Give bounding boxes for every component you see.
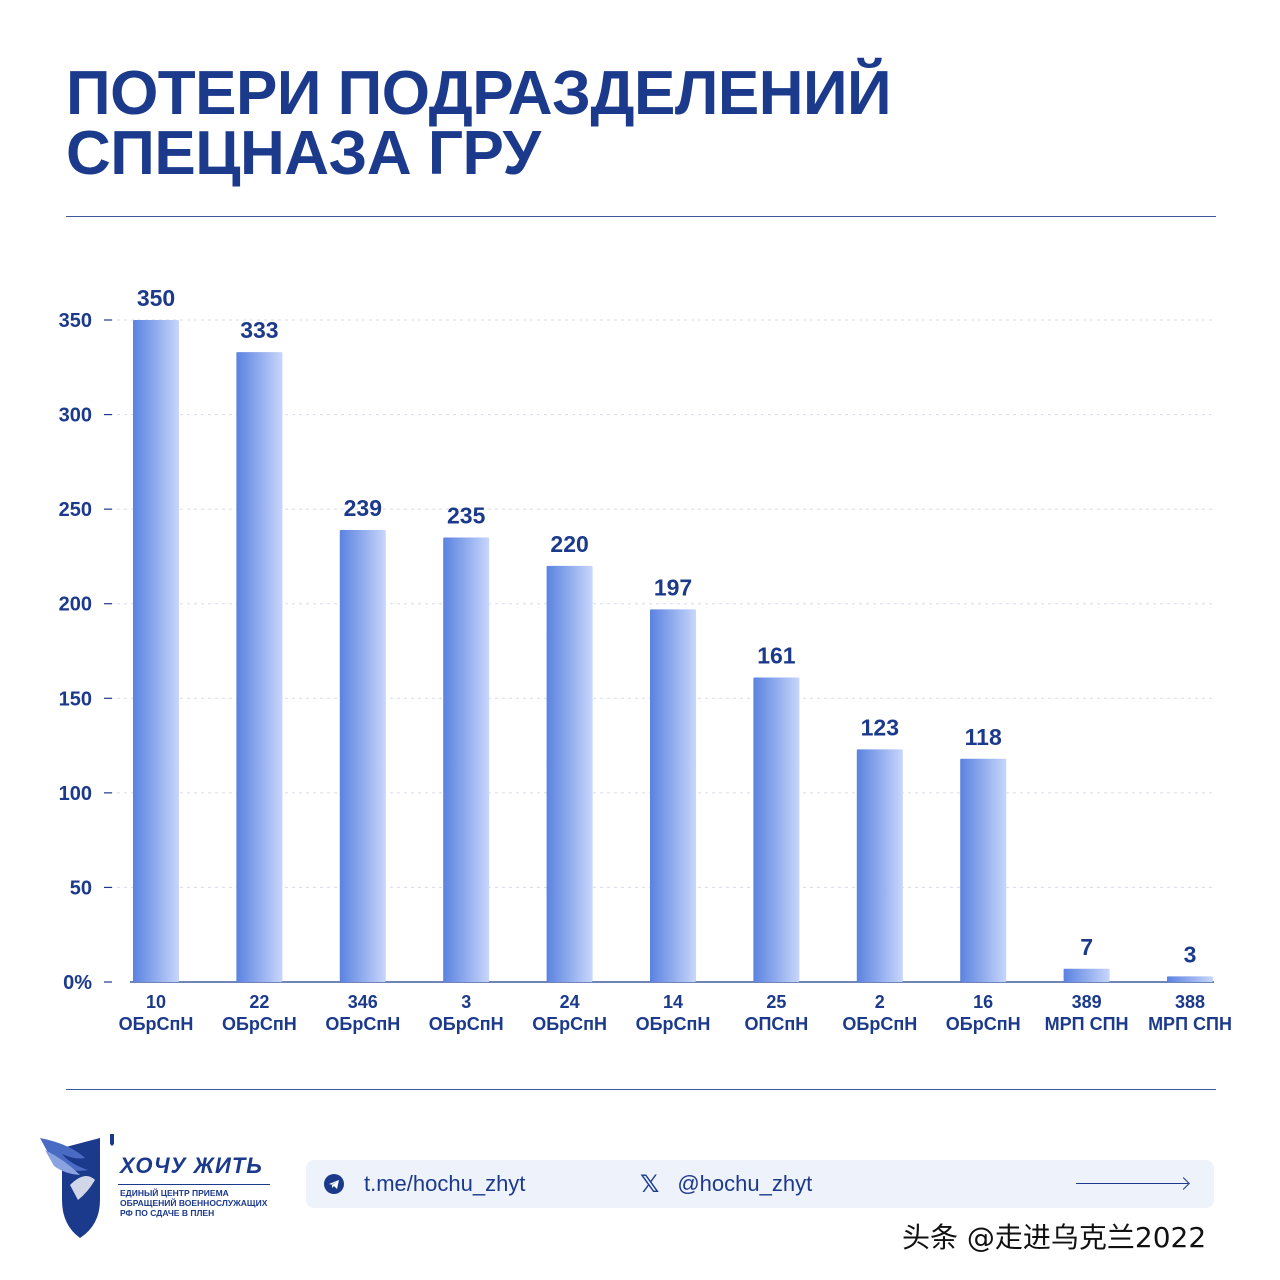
x-category-label: ОБрСпН <box>532 1014 607 1034</box>
bar-value-label: 235 <box>447 503 486 529</box>
bar-value-label: 239 <box>344 495 382 521</box>
x-category-label: ОПСпН <box>744 1014 808 1034</box>
x-category-label: 3 <box>461 992 471 1012</box>
bar <box>546 565 593 982</box>
bar <box>133 320 179 982</box>
y-tick-label: 300 <box>59 405 92 427</box>
bar <box>650 609 696 982</box>
bar-value-label: 350 <box>137 285 175 311</box>
x-category-label: 16 <box>973 992 993 1012</box>
x-category-label: МРП СПН <box>1148 1014 1232 1034</box>
x-category-label: 24 <box>560 992 580 1012</box>
y-tick-label: 50 <box>70 877 92 899</box>
title-line-1: ПОТЕРИ ПОДРАЗДЕЛЕНИЙ <box>66 59 892 128</box>
y-tick-label: 100 <box>59 783 92 805</box>
bar <box>856 749 903 982</box>
x-icon: 𝕏 <box>640 1170 660 1198</box>
bar <box>753 677 800 982</box>
x-category-label: ОБрСпН <box>222 1014 297 1034</box>
x-category-label: 2 <box>875 992 885 1012</box>
brand-subtitle-line: ОБРАЩЕНИЙ ВОЕННОСЛУЖАЩИХ <box>120 1198 268 1208</box>
bar-value-label: 161 <box>757 642 796 668</box>
brand-subtitle-line: РФ ПО СДАЧЕ В ПЛЕН <box>120 1208 215 1218</box>
y-tick-label: 350 <box>59 310 92 332</box>
x-category-label: 388 <box>1175 992 1205 1012</box>
x-category-label: 14 <box>663 992 683 1012</box>
bar <box>443 537 490 982</box>
telegram-handle: t.me/hochu_zhyt <box>364 1171 526 1196</box>
x-category-label: ОБрСпН <box>429 1014 504 1034</box>
title-line-2: СПЕЦНАЗА ГРУ <box>66 119 541 188</box>
x-category-label: ОБрСпН <box>636 1014 711 1034</box>
bar <box>1167 976 1213 982</box>
bar-value-label: 197 <box>654 574 692 600</box>
x-handle: @hochu_zhyt <box>677 1171 813 1196</box>
bar <box>339 529 386 982</box>
x-link[interactable]: 𝕏 @hochu_zhyt <box>640 1160 812 1208</box>
telegram-link[interactable]: t.me/hochu_zhyt <box>324 1160 525 1208</box>
y-tick-label: 250 <box>59 499 92 521</box>
brand-name: ХОЧУ ЖИТЬ <box>120 1153 263 1178</box>
bar <box>1063 968 1110 982</box>
brand-subtitle: ЕДИНЫЙ ЦЕНТР ПРИЕМА ОБРАЩЕНИЙ ВОЕННОСЛУЖ… <box>120 1188 290 1218</box>
bar-value-label: 3 <box>1184 941 1197 967</box>
x-category-label: ОБрСпН <box>842 1014 917 1034</box>
bar-value-label: 333 <box>240 317 278 343</box>
x-category-label: 346 <box>348 992 378 1012</box>
y-tick-label: 0% <box>63 972 92 994</box>
bar-value-label: 118 <box>965 724 1002 750</box>
watermark: 头条 @走进乌克兰2022 <box>902 1221 1207 1254</box>
page-title: ПОТЕРИ ПОДРАЗДЕЛЕНИЙ СПЕЦНАЗА ГРУ <box>66 59 892 188</box>
arrow-right-icon <box>1076 1183 1188 1184</box>
x-category-label: 22 <box>249 992 269 1012</box>
social-links-bar: t.me/hochu_zhyt 𝕏 @hochu_zhyt <box>306 1160 1214 1208</box>
bar <box>960 758 1007 982</box>
y-tick-label: 150 <box>59 688 92 710</box>
x-category-label: ОБрСпН <box>119 1014 194 1034</box>
bar-value-label: 123 <box>861 714 899 740</box>
bar <box>236 352 283 982</box>
top-divider <box>66 216 1216 217</box>
bar-value-label: 7 <box>1080 934 1093 960</box>
brand-subtitle-line: ЕДИНЫЙ ЦЕНТР ПРИЕМА <box>120 1188 229 1198</box>
hochu-zhyt-logo <box>40 1134 114 1238</box>
bar-chart: 0%5010015020025030035035010ОБрСпН33322ОБ… <box>59 285 1232 1034</box>
x-category-label: ОБрСпН <box>325 1014 400 1034</box>
brand-divider <box>118 1184 270 1185</box>
bottom-divider <box>66 1089 1216 1090</box>
x-category-label: 10 <box>146 992 166 1012</box>
x-category-label: ОБрСпН <box>946 1014 1021 1034</box>
x-category-label: 25 <box>766 992 786 1012</box>
y-tick-label: 200 <box>59 594 92 616</box>
x-category-label: МРП СПН <box>1045 1014 1129 1034</box>
telegram-icon <box>324 1174 344 1194</box>
x-category-label: 389 <box>1072 992 1102 1012</box>
bar-value-label: 220 <box>550 531 588 557</box>
